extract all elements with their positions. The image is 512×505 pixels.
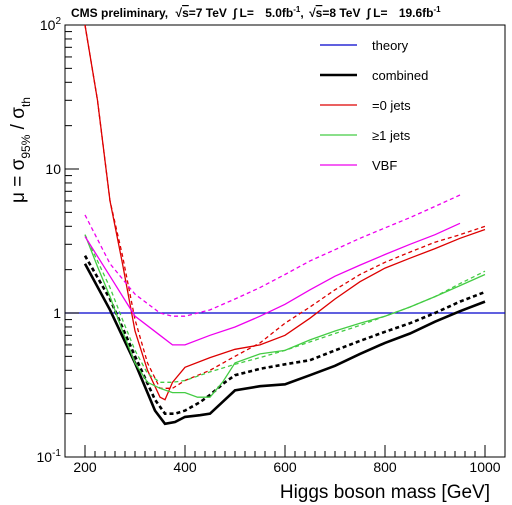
series-combined-observed: [83, 263, 486, 426]
legend-label: =0 jets: [372, 98, 411, 113]
integral-symbol: ∫: [232, 6, 238, 20]
svg-text:CMS preliminary, √s=7 Te: CMS preliminary, √s=7 TeV ∫ L= 5.0fb-1, √…: [71, 5, 441, 20]
series-vbf-expected: [84, 194, 461, 317]
legend-item-combined: combined: [320, 68, 428, 83]
y-tick-label: 102: [40, 16, 62, 33]
y-tick-label: 10-1: [37, 448, 62, 465]
header-prefix: CMS preliminary,: [71, 6, 168, 20]
x-tick-label: 800: [373, 459, 397, 475]
series-one_jets-expected: [84, 234, 486, 383]
header-lumi-8-exp: -1: [434, 5, 442, 14]
legend-label: VBF: [372, 158, 397, 173]
y-title-sub1: 95%: [19, 134, 33, 158]
y-title-slash: / σ: [8, 107, 29, 135]
series-layer: [65, 24, 505, 426]
series-one_jets-observed: [84, 234, 486, 398]
y-title-sub2: th: [19, 97, 33, 107]
y-title-mu: μ = σ: [8, 158, 29, 203]
plot-border: [64, 24, 506, 458]
header-lumi-8-label: L=: [373, 6, 387, 20]
header-energy-7: =7 TeV: [189, 6, 227, 20]
y-tick-label: 1: [53, 305, 61, 321]
chart-header: CMS preliminary, √s=7 TeV ∫ L= 5.0fb-1, √…: [71, 5, 441, 20]
header-sqrt-s-8: s: [316, 6, 323, 20]
x-tick-label: 1000: [469, 459, 500, 475]
x-tick-label: 200: [73, 459, 97, 475]
x-axis-title: Higgs boson mass [GeV]: [280, 482, 490, 503]
series-zero_jets-expected: [84, 24, 486, 389]
header-sep: ,: [300, 6, 303, 20]
series-zero_jets-observed: [84, 24, 486, 401]
header-lumi-7-label: L=: [240, 6, 254, 20]
x-tick-label: 600: [273, 459, 297, 475]
x-tick-label: 400: [173, 459, 197, 475]
y-tick-label: 10: [45, 161, 61, 177]
legend-label: ≥1 jets: [372, 128, 411, 143]
header-lumi-7-value: 5.0fb: [265, 6, 293, 20]
series-vbf-observed: [84, 222, 461, 346]
header-lumi-7-exp: -1: [293, 5, 301, 14]
ticks-layer: 200 400 600 800 1000 10-1 1 10 102: [37, 16, 501, 475]
header-energy-8: =8 TeV: [322, 6, 360, 20]
legend-label: theory: [372, 38, 409, 53]
sqrt-symbol-8: √: [309, 6, 316, 20]
legend-item-vbf: VBF: [320, 158, 397, 173]
header-sqrt-s-7: s: [182, 6, 189, 20]
legend-label: combined: [372, 68, 428, 83]
y-axis-title: μ = σ95% / σth: [8, 97, 33, 203]
legend-item-theory: theory: [320, 38, 409, 53]
header-lumi-8-value: 19.6fb: [399, 6, 434, 20]
plot-frame: [64, 24, 506, 458]
series-combined-expected: [83, 255, 486, 416]
legend-item-zero_jets: =0 jets: [320, 98, 411, 113]
sqrt-symbol: √: [175, 6, 182, 20]
legend-item-one_jets: ≥1 jets: [320, 128, 411, 143]
legend: theory combined =0 jets ≥1 jets VBF: [320, 38, 428, 173]
integral-symbol-8: ∫: [366, 6, 372, 20]
